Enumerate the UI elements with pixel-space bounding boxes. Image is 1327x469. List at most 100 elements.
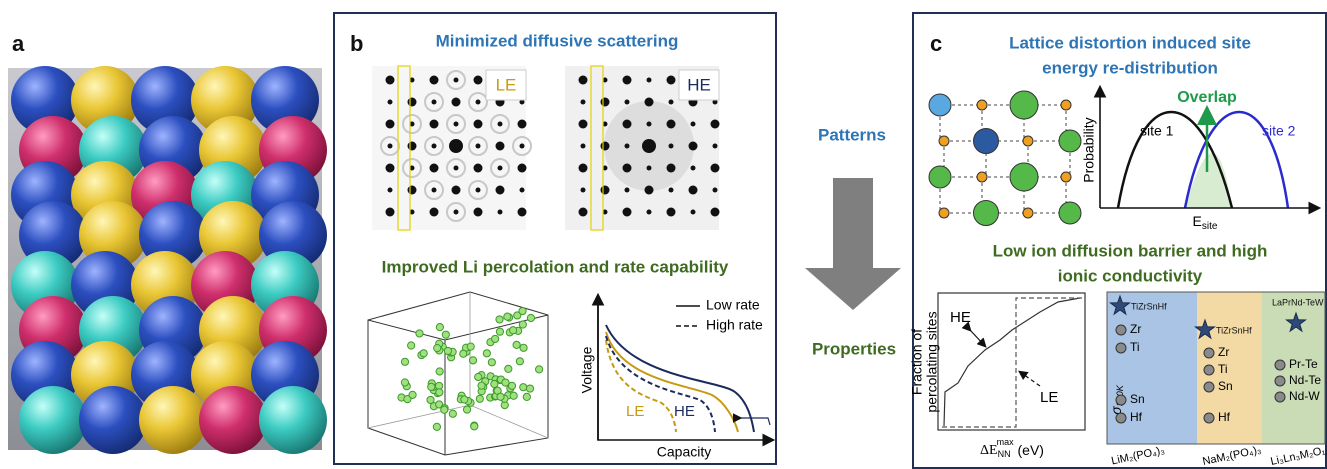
- axis-label: Capacity: [657, 444, 711, 460]
- li-site: [408, 342, 415, 349]
- li-site: [436, 324, 443, 331]
- spot: [579, 164, 588, 173]
- atom: [1010, 163, 1038, 191]
- sphere: [259, 386, 327, 454]
- rate-plot: Low rate High rate LE HE Capacity Voltag…: [579, 296, 772, 460]
- curve-label: HE: [950, 309, 971, 326]
- curve-label: site 2: [1262, 123, 1296, 139]
- spot: [625, 188, 630, 193]
- li-site: [510, 392, 517, 399]
- spot: [713, 188, 718, 193]
- li-site: [483, 350, 490, 357]
- item-label: Zr: [1130, 322, 1141, 336]
- item-label: Nd-Te: [1289, 373, 1321, 387]
- li-site: [401, 358, 408, 365]
- spot: [520, 144, 525, 149]
- spot: [474, 120, 483, 129]
- atom: [1023, 208, 1033, 218]
- item-label: Sn: [1218, 379, 1233, 393]
- panel-title: Minimized diffusive scattering: [436, 31, 679, 50]
- li-site: [504, 313, 511, 320]
- li-site: [513, 341, 520, 348]
- atom: [974, 129, 999, 154]
- spot: [498, 166, 503, 171]
- axis-label: percolating sites: [924, 311, 940, 412]
- spot: [408, 186, 417, 195]
- spot: [669, 144, 674, 149]
- spot: [430, 76, 439, 85]
- spot: [408, 98, 417, 107]
- spot: [518, 208, 527, 217]
- axis-label-sup: max: [997, 437, 1015, 447]
- spot: [449, 139, 463, 153]
- group-label: NaM₂(PO₄)₃: [1202, 444, 1263, 468]
- axis-label-sub: NN: [998, 449, 1011, 459]
- item-marker: [1116, 395, 1126, 405]
- image-label: HE: [687, 75, 711, 94]
- axis-label: Fraction of: [909, 329, 925, 395]
- group-label: Li₃Ln₃M₂O₁₂: [1270, 444, 1327, 468]
- li-site: [469, 357, 476, 364]
- spot: [386, 164, 395, 173]
- spot: [623, 76, 632, 85]
- li-site: [492, 335, 499, 342]
- item-marker: [1116, 343, 1126, 353]
- spot: [452, 186, 461, 195]
- li-site: [444, 347, 451, 354]
- item-marker: [1275, 360, 1285, 370]
- li-site: [509, 327, 516, 334]
- spot: [601, 186, 610, 195]
- item-label: Nd-W: [1289, 389, 1320, 403]
- spot: [386, 120, 395, 129]
- spot: [386, 76, 395, 85]
- spot: [388, 100, 393, 105]
- li-site: [427, 396, 434, 403]
- axis-label-base: E: [1193, 213, 1202, 229]
- sphere: [19, 386, 87, 454]
- li-site: [526, 385, 533, 392]
- axis-label: Probability: [1081, 117, 1097, 182]
- spot: [518, 164, 527, 173]
- spot: [386, 208, 395, 217]
- axis-label-sub: site: [1202, 221, 1218, 232]
- li-site: [471, 423, 478, 430]
- li-site: [434, 344, 441, 351]
- atom: [1010, 91, 1038, 119]
- spot: [454, 78, 459, 83]
- spot: [645, 98, 654, 107]
- atom: [977, 172, 987, 182]
- item-label: Hf: [1130, 410, 1143, 424]
- li-site: [428, 383, 435, 390]
- spot: [454, 122, 459, 127]
- li-site: [467, 343, 474, 350]
- spot: [432, 144, 437, 149]
- item-marker: [1204, 413, 1214, 423]
- panel-subtitle: Low ion diffusion barrier and high: [993, 241, 1268, 260]
- panel-label: c: [930, 31, 942, 56]
- spot: [669, 188, 674, 193]
- spot: [452, 98, 461, 107]
- spot: [454, 166, 459, 171]
- spot: [476, 100, 481, 105]
- spot: [623, 120, 632, 129]
- item-label: Hf: [1218, 410, 1231, 424]
- spot: [647, 78, 652, 83]
- spot: [474, 208, 483, 217]
- item-label: Pr-Te: [1289, 357, 1318, 371]
- li-site: [505, 365, 512, 372]
- spot: [691, 122, 696, 127]
- spot: [579, 76, 588, 85]
- spot: [496, 142, 505, 151]
- axis-label-base: ΔE: [980, 443, 998, 458]
- curve-label: LE: [626, 403, 644, 420]
- spot: [430, 208, 439, 217]
- li-site: [497, 393, 504, 400]
- li-site: [449, 410, 456, 417]
- item-label: Ti: [1218, 362, 1228, 376]
- curve-label: HE: [674, 403, 695, 420]
- spot: [432, 100, 437, 105]
- li-site: [516, 358, 523, 365]
- spot: [711, 120, 720, 129]
- legend-label: High rate: [706, 317, 763, 333]
- li-site: [520, 384, 527, 391]
